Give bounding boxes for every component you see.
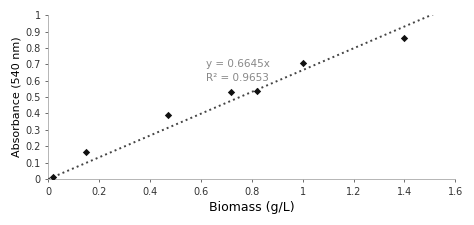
Point [164, 113, 172, 117]
Point [401, 36, 408, 40]
X-axis label: Biomass (g/L): Biomass (g/L) [209, 201, 294, 214]
Y-axis label: Absorbance (540 nm): Absorbance (540 nm) [11, 37, 21, 158]
Point [299, 62, 307, 65]
Text: y = 0.6645x
R² = 0.9653: y = 0.6645x R² = 0.9653 [206, 59, 270, 83]
Point [228, 90, 235, 94]
Point [253, 90, 261, 93]
Point [82, 150, 90, 154]
Point [50, 176, 57, 179]
